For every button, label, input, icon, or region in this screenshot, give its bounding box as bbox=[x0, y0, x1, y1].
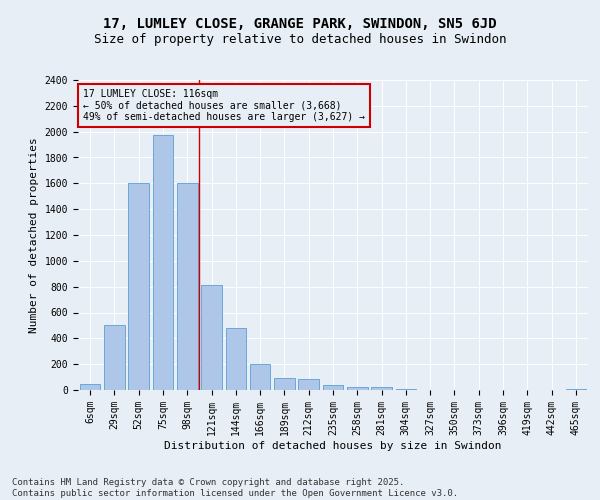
Bar bbox=[274, 378, 295, 390]
Text: Size of property relative to detached houses in Swindon: Size of property relative to detached ho… bbox=[94, 32, 506, 46]
Bar bbox=[104, 326, 125, 390]
Bar bbox=[152, 135, 173, 390]
Y-axis label: Number of detached properties: Number of detached properties bbox=[29, 137, 39, 333]
Bar bbox=[250, 364, 271, 390]
Text: 17 LUMLEY CLOSE: 116sqm
← 50% of detached houses are smaller (3,668)
49% of semi: 17 LUMLEY CLOSE: 116sqm ← 50% of detache… bbox=[83, 90, 365, 122]
Bar bbox=[298, 379, 319, 390]
Bar bbox=[347, 388, 368, 390]
Bar bbox=[128, 184, 149, 390]
Bar bbox=[371, 388, 392, 390]
Bar bbox=[395, 388, 416, 390]
Bar bbox=[323, 386, 343, 390]
Bar bbox=[177, 184, 197, 390]
Bar bbox=[80, 384, 100, 390]
Text: Contains HM Land Registry data © Crown copyright and database right 2025.
Contai: Contains HM Land Registry data © Crown c… bbox=[12, 478, 458, 498]
Bar bbox=[201, 286, 222, 390]
Text: 17, LUMLEY CLOSE, GRANGE PARK, SWINDON, SN5 6JD: 17, LUMLEY CLOSE, GRANGE PARK, SWINDON, … bbox=[103, 18, 497, 32]
Bar bbox=[226, 328, 246, 390]
Bar bbox=[566, 388, 586, 390]
X-axis label: Distribution of detached houses by size in Swindon: Distribution of detached houses by size … bbox=[164, 440, 502, 450]
